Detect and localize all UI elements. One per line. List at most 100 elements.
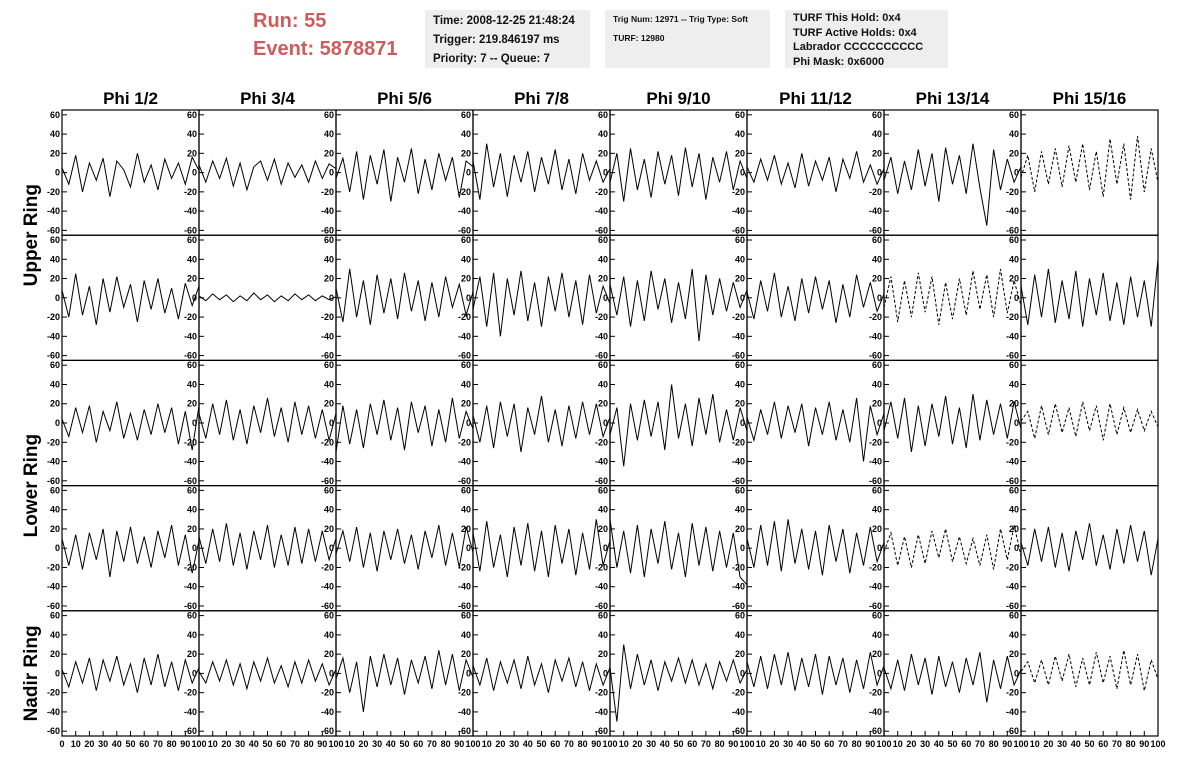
y-tick-label: 20 xyxy=(50,649,60,659)
panel-frame xyxy=(198,234,337,361)
y-tick-label: -40 xyxy=(595,206,608,216)
panel-frame xyxy=(1020,234,1159,361)
y-tick-label: -40 xyxy=(458,582,471,592)
y-tick-label: 20 xyxy=(187,524,197,534)
y-tick-label: 40 xyxy=(50,630,60,640)
y-tick-label: -60 xyxy=(184,601,197,611)
waveform xyxy=(609,268,748,342)
y-tick-label: 0 xyxy=(877,293,882,303)
y-tick-label: -20 xyxy=(184,312,197,322)
y-tick-label: 40 xyxy=(735,129,745,139)
panel-frame xyxy=(335,359,474,487)
y-tick-label: -40 xyxy=(321,206,334,216)
y-tick-label: 20 xyxy=(324,399,334,409)
y-tick-label: 20 xyxy=(50,399,60,409)
y-tick-label: 60 xyxy=(735,611,745,621)
y-tick-label: 20 xyxy=(1009,148,1019,158)
panel-frame xyxy=(61,485,200,612)
y-tick-label: 60 xyxy=(872,611,882,621)
y-tick-label: -20 xyxy=(732,437,745,447)
y-tick-label: 0 xyxy=(55,418,60,428)
waveform xyxy=(746,397,885,462)
y-tick-label: -60 xyxy=(732,225,745,235)
y-tick-label: 0 xyxy=(192,418,197,428)
info-line: TURF: 12980 xyxy=(613,33,665,43)
y-tick-label: 20 xyxy=(598,399,608,409)
waveform xyxy=(609,519,748,586)
y-tick-label: 20 xyxy=(1009,649,1019,659)
waveform xyxy=(472,270,611,337)
info-line: Trig Num: 12971 -- Trig Type: Soft xyxy=(613,14,748,24)
y-tick-label: 60 xyxy=(735,235,745,245)
row-label: Lower Ring xyxy=(21,434,42,537)
waveform xyxy=(335,650,474,712)
waveform xyxy=(198,397,337,445)
y-tick-label: 40 xyxy=(598,254,608,264)
x-tick-label: 40 xyxy=(797,739,807,749)
y-tick-label: 0 xyxy=(55,543,60,553)
y-tick-label: 40 xyxy=(872,379,882,389)
y-tick-label: 20 xyxy=(461,524,471,534)
y-tick-label: 40 xyxy=(735,254,745,264)
x-tick-label: 100 xyxy=(1013,739,1028,749)
y-tick-label: 60 xyxy=(735,110,745,120)
y-tick-label: 40 xyxy=(872,254,882,264)
x-tick-label: 40 xyxy=(112,739,122,749)
y-tick-label: 40 xyxy=(872,630,882,640)
x-tick-label: 60 xyxy=(276,739,286,749)
panel-frame xyxy=(198,359,337,487)
panel-frame xyxy=(609,109,748,236)
x-tick-label: 30 xyxy=(372,739,382,749)
y-tick-label: 40 xyxy=(50,379,60,389)
waveform xyxy=(61,153,200,197)
waveform xyxy=(1020,523,1159,576)
x-tick-label: 80 xyxy=(852,739,862,749)
y-tick-label: -20 xyxy=(458,562,471,572)
column-title: Phi 3/4 xyxy=(240,89,295,108)
run: Run: 55 xyxy=(253,10,327,32)
y-tick-label: -60 xyxy=(321,726,334,736)
x-tick-label: 40 xyxy=(523,739,533,749)
y-tick-label: -60 xyxy=(321,225,334,235)
waveform xyxy=(609,384,748,467)
y-tick-label: -60 xyxy=(458,601,471,611)
y-tick-label: 40 xyxy=(598,630,608,640)
x-tick-label: 30 xyxy=(920,739,930,749)
y-tick-label: -40 xyxy=(732,707,745,717)
y-tick-label: 0 xyxy=(1014,293,1019,303)
y-tick-label: 0 xyxy=(740,543,745,553)
panel-frame xyxy=(335,485,474,612)
y-tick-label: 20 xyxy=(187,649,197,659)
x-tick-label: 70 xyxy=(290,739,300,749)
y-tick-label: -20 xyxy=(184,187,197,197)
x-tick-label: 10 xyxy=(482,739,492,749)
waveform xyxy=(198,156,337,192)
y-tick-label: 0 xyxy=(877,543,882,553)
y-tick-label: -60 xyxy=(869,225,882,235)
y-tick-label: -40 xyxy=(732,206,745,216)
y-tick-label: 60 xyxy=(324,485,334,495)
y-tick-label: 40 xyxy=(324,254,334,264)
y-tick-label: 20 xyxy=(461,399,471,409)
x-tick-label: 100 xyxy=(1150,739,1165,749)
y-tick-label: 60 xyxy=(872,360,882,370)
y-tick-label: -40 xyxy=(869,457,882,467)
x-tick-label: 10 xyxy=(1030,739,1040,749)
y-tick-label: -20 xyxy=(732,312,745,322)
y-tick-label: -60 xyxy=(732,726,745,736)
waveform xyxy=(472,395,611,452)
y-tick-label: 20 xyxy=(461,649,471,659)
x-tick-label: 40 xyxy=(934,739,944,749)
y-tick-label: 0 xyxy=(1014,543,1019,553)
y-tick-label: -20 xyxy=(595,437,608,447)
panel-frame xyxy=(746,109,885,236)
y-tick-label: -40 xyxy=(458,707,471,717)
y-tick-label: -20 xyxy=(321,187,334,197)
y-tick-label: -40 xyxy=(458,206,471,216)
y-tick-label: -40 xyxy=(184,582,197,592)
y-tick-label: 20 xyxy=(598,524,608,534)
y-tick-label: 40 xyxy=(461,129,471,139)
y-tick-label: 0 xyxy=(192,293,197,303)
y-tick-label: 20 xyxy=(187,274,197,284)
